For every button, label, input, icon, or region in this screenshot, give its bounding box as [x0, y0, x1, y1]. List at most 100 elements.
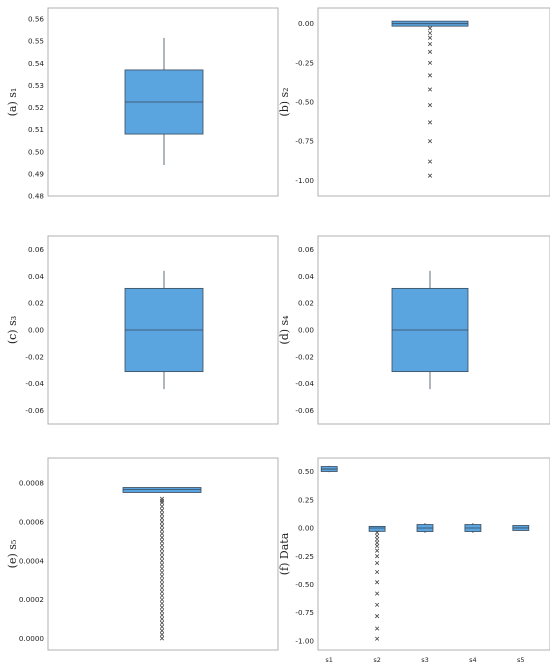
x-tick-label: s5: [517, 656, 525, 664]
y-tick-label: -0.50: [295, 98, 314, 107]
outlier-marker: [159, 589, 165, 594]
outlier-marker: [159, 616, 165, 622]
y-tick-label: 0.48: [28, 192, 44, 201]
y-axis-label: (d) s₄: [278, 315, 291, 345]
y-tick-label: -1.00: [295, 636, 314, 645]
outlier-marker: [159, 558, 165, 563]
outlier-marker: [159, 570, 165, 575]
y-tick-label: 0.06: [298, 245, 314, 254]
y-tick-label: 0.50: [298, 467, 314, 476]
y-tick-label: -0.02: [295, 352, 314, 361]
outlier-marker: [159, 543, 165, 548]
outlier-marker: [427, 173, 433, 178]
panel-label: (c): [6, 326, 19, 344]
outlier-marker: [159, 578, 165, 583]
y-tick-label: -0.75: [295, 608, 314, 617]
variable-label: s₂: [278, 87, 291, 97]
outlier-marker: [427, 87, 433, 92]
outlier-marker: [159, 547, 165, 552]
outlier-marker: [375, 530, 380, 535]
y-tick-label: 0.50: [28, 147, 44, 156]
y-tick-label: -0.06: [295, 406, 314, 415]
y-tick-label: 0.55: [28, 37, 44, 46]
variable-label: s₄: [278, 315, 291, 326]
box-c: [124, 270, 204, 390]
variable-label: s₅: [6, 540, 19, 550]
outlier-marker: [375, 569, 380, 575]
box-a: [124, 37, 204, 166]
panel-e: 0.0000 0.0002 0.0004 0.0006 0.0008 (e) s₅: [6, 457, 279, 651]
outlier-marker: [159, 496, 165, 501]
outlier-marker: [159, 504, 165, 509]
y-tick-label: -0.04: [295, 379, 314, 388]
panel-label: (a): [6, 98, 19, 117]
panel-frame: [317, 457, 550, 651]
outlier-marker: [427, 49, 433, 54]
y-tick-label: 0.04: [298, 272, 314, 281]
y-tick-label: 0.0008: [19, 479, 45, 488]
outlier-marker: [375, 554, 380, 559]
y-tick-label: 0.02: [28, 299, 44, 308]
panel-d: 0.06 0.04 0.02 0.00 -0.02 -0.04 -0.06 (d) s₄: [278, 235, 550, 425]
outlier-marker: [427, 139, 433, 144]
panel-label: (d): [278, 325, 291, 344]
outlier-marker: [159, 550, 165, 556]
y-tick-label: 0.52: [28, 103, 44, 112]
outlier-marker: [375, 636, 380, 641]
outlier-marker: [159, 636, 165, 641]
y-axis-label: (c) s₃: [6, 316, 19, 344]
y-tick-label: -0.04: [25, 379, 44, 388]
x-tick-label: s1: [325, 656, 333, 664]
outlier-marker: [375, 548, 380, 553]
y-tick-label: 0.0004: [19, 556, 45, 565]
outlier-marker: [375, 602, 380, 607]
outlier-marker: [159, 527, 165, 532]
outlier-marker: [159, 605, 165, 610]
y-tick-label: 0.00: [28, 326, 44, 335]
box-s2: [368, 525, 386, 641]
outlier-marker: [427, 41, 433, 47]
outlier-marker: [159, 585, 165, 591]
outlier-marker: [427, 30, 433, 36]
y-tick-label: 0.0000: [19, 634, 45, 643]
outlier-marker: [159, 593, 165, 598]
box-d: [391, 270, 469, 390]
outlier-marker: [159, 512, 165, 517]
outlier-marker: [159, 620, 165, 625]
box-body: [368, 525, 386, 532]
panel-label: (b): [278, 97, 291, 116]
outlier-marker: [159, 628, 165, 633]
outlier-marker: [427, 159, 433, 164]
y-axis-label: (e) s₅: [6, 540, 19, 569]
outlier-marker: [375, 580, 380, 585]
outlier-marker: [159, 566, 165, 571]
y-tick-label: 0.0006: [19, 518, 45, 527]
outlier-marker: [159, 581, 165, 587]
outlier-marker: [159, 539, 165, 544]
outlier-marker: [427, 103, 433, 108]
outlier-marker: [375, 591, 380, 596]
y-tick-label: 0.0002: [19, 595, 44, 604]
x-tick-label: s4: [469, 656, 477, 664]
outlier-marker: [427, 60, 433, 65]
x-tick-label: s2: [373, 656, 381, 664]
y-tick-label: 0.00: [298, 19, 314, 28]
box-s1: [320, 465, 338, 473]
y-tick-label: 0.54: [28, 59, 44, 68]
outlier-marker: [427, 73, 433, 78]
panel-b: 0.00 -0.25 -0.50 -0.75 -1.00 (b) s₂: [278, 7, 550, 197]
outlier-marker: [159, 554, 165, 559]
panel-label: (f): [278, 559, 291, 575]
panel-a: 0.48 0.49 0.50 0.51 0.52 0.53 0.54 0.55 0.56 (a) …: [6, 7, 279, 201]
outlier-marker: [427, 35, 433, 40]
y-tick-label: -1.00: [295, 176, 314, 185]
box-b: [391, 20, 469, 178]
outlier-marker: [375, 614, 380, 619]
panel-c: 0.06 0.04 0.02 0.00 -0.02 -0.04 -0.06 (c) s₃: [6, 235, 279, 425]
y-tick-label: 0.06: [28, 245, 44, 254]
y-tick-label: 0.00: [298, 326, 314, 335]
outlier-marker: [159, 516, 165, 521]
box-e: [122, 487, 202, 641]
y-tick-label: -0.75: [295, 137, 314, 146]
